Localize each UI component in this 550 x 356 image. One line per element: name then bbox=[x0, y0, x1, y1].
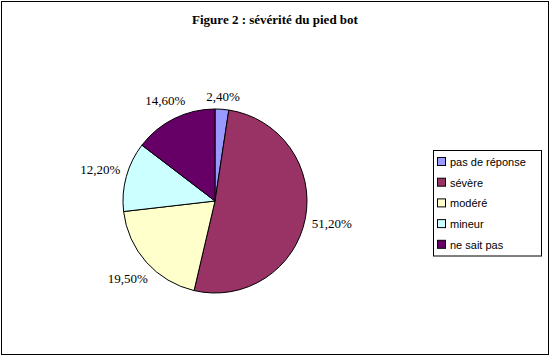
title: Figure 2 : sévérité du pied bot bbox=[192, 12, 359, 27]
legend-label: mineur bbox=[450, 218, 484, 230]
legend-swatch bbox=[438, 220, 446, 228]
legend-swatch bbox=[438, 240, 446, 248]
pie-slice bbox=[142, 109, 215, 201]
legend-swatch bbox=[438, 158, 446, 166]
chart: Figure 2 : sévérité du pied bot 2,40% 51,2… bbox=[0, 0, 550, 356]
legend-label: ne sait pas bbox=[450, 239, 504, 251]
chart-frame bbox=[2, 2, 549, 355]
slices bbox=[123, 109, 307, 293]
data-label: 19,50% bbox=[108, 271, 148, 286]
data-label: 14,60% bbox=[145, 93, 185, 108]
legend-box bbox=[434, 151, 542, 257]
data-label: 51,20% bbox=[312, 216, 352, 231]
page: {"chart_data": {"type": "pie", "title": … bbox=[0, 0, 550, 356]
legend-label: pas de réponse bbox=[450, 156, 526, 168]
data-label: 12,20% bbox=[80, 162, 120, 177]
legend: pas de réponse sévère modéré mineur ne sait … bbox=[434, 151, 542, 257]
legend-swatch bbox=[438, 199, 446, 207]
legend-label: modéré bbox=[450, 197, 487, 209]
data-label: 2,40% bbox=[206, 89, 240, 104]
legend-swatch bbox=[438, 178, 446, 186]
data-labels: 2,40% 51,20% 19,50% 12,20% 14,60% bbox=[80, 89, 352, 287]
legend-label: sévère bbox=[450, 177, 483, 189]
